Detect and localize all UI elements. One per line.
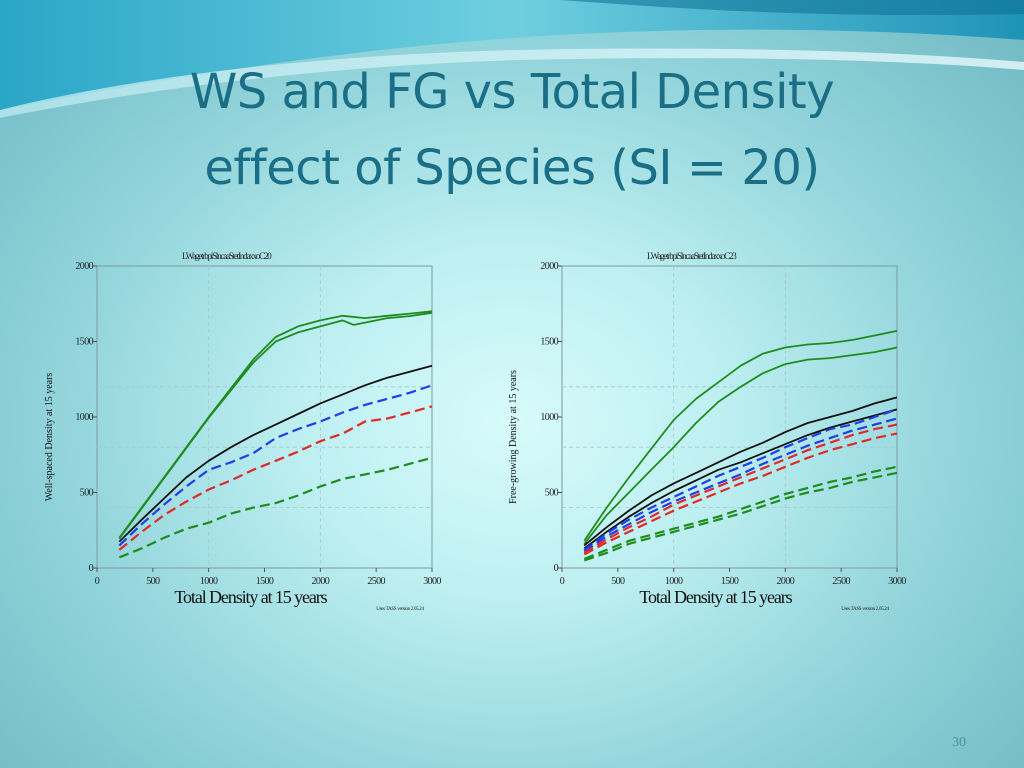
series-line-6	[583, 423, 898, 554]
x-tick-label: 1500	[721, 576, 739, 587]
y-tick-label: 2000	[75, 261, 93, 272]
x-tick-label: 3000	[423, 576, 441, 587]
x-tick-label: 2000	[777, 576, 795, 587]
series-line-9	[583, 471, 898, 562]
slide-title-line-1: WS and FG vs Total Density	[189, 64, 835, 120]
x-tick-label: 0	[560, 576, 565, 587]
y-tick-label: 2000	[540, 261, 558, 272]
x-tick-label: 1000	[665, 576, 683, 587]
chart-free-growing: 0 500 1000 1500 2000 2500 3000 0 500 1000 1500 2000…	[508, 251, 907, 612]
series-line-2	[583, 396, 898, 547]
chart-well-spaced: 0 500 1000 1500 2000 2500 3000 0 500 1000 1500 2000…	[44, 251, 442, 612]
chart-footer-text: Uses TASS version 2.05.24	[841, 607, 889, 612]
series-line-3	[118, 384, 433, 547]
series-line-7	[583, 432, 898, 556]
x-tick-label: 3000	[888, 576, 906, 587]
series-line-3	[583, 408, 898, 550]
series-line-8	[583, 465, 898, 560]
y-tick-label: 0	[89, 563, 94, 574]
series-line-2	[118, 364, 433, 543]
x-tick-label: 500	[146, 576, 160, 587]
slide-number: 30	[952, 735, 966, 750]
y-tick-label: 1500	[540, 337, 558, 348]
y-tick-label: 1000	[540, 412, 558, 423]
x-tick-label: 2500	[832, 576, 850, 587]
chart-header-text: LWagetrbpiSlncaaStetIndaxxoC23	[647, 251, 737, 261]
x-tick-label: 0	[95, 576, 100, 587]
y-tick-label: 500	[545, 488, 559, 499]
slide-title-line-2: effect of Species (SI = 20)	[204, 140, 820, 196]
x-axis-label: Total Density at 15 years	[639, 587, 792, 607]
y-axis-label: Free-growing Density at 15 years	[508, 370, 519, 504]
chart-footer-text: Uses TASS version 2.05.24	[376, 607, 424, 612]
y-tick-label: 1500	[75, 337, 93, 348]
x-axis-label: Total Density at 15 years	[174, 587, 327, 607]
series-line-1	[118, 311, 433, 540]
series-line-1	[583, 346, 898, 545]
y-tick-label: 500	[80, 488, 94, 499]
x-tick-label: 2000	[312, 576, 330, 587]
series-line-0	[583, 330, 898, 542]
series-line-5	[583, 417, 898, 553]
y-tick-label: 1000	[75, 412, 93, 423]
x-tick-label: 1500	[256, 576, 274, 587]
series-line-5	[118, 456, 433, 559]
chart-header-text: LWagetrbpiSlncaaStetIndaxxoC20	[182, 251, 272, 261]
y-tick-label: 0	[554, 563, 559, 574]
x-tick-label: 1000	[200, 576, 218, 587]
y-axis-label: Well-spaced Density at 15 years	[44, 373, 55, 502]
series-line-4	[583, 408, 898, 551]
x-tick-label: 2500	[367, 576, 385, 587]
x-tick-label: 500	[611, 576, 625, 587]
plot-frame	[96, 265, 433, 569]
header-swoosh	[0, 0, 1024, 118]
series-line-4	[118, 405, 433, 551]
